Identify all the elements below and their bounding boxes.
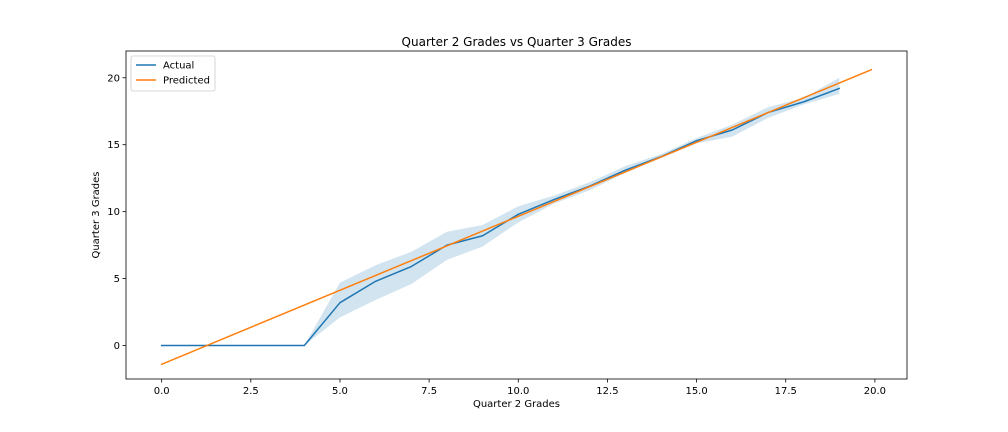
axes-frame bbox=[125, 50, 908, 380]
series-line-actual bbox=[160, 87, 841, 347]
x-tick-label: 7.5 bbox=[421, 386, 437, 397]
series-line-predicted bbox=[160, 68, 873, 366]
x-tick-label: 17.5 bbox=[775, 386, 797, 397]
x-tick-label: 2.5 bbox=[243, 386, 259, 397]
y-axis-ticks: 0 5 10 15 20 bbox=[107, 73, 126, 352]
y-tick-label: 10 bbox=[107, 207, 120, 218]
legend: Actual Predicted bbox=[130, 55, 216, 92]
legend-label-predicted: Predicted bbox=[163, 76, 210, 87]
y-tick-label: 5 bbox=[114, 274, 120, 285]
plot-area bbox=[125, 50, 908, 380]
legend-label-actual: Actual bbox=[163, 61, 194, 72]
y-tick-label: 15 bbox=[107, 140, 120, 151]
chart-title: Quarter 2 Grades vs Quarter 3 Grades bbox=[402, 35, 632, 49]
x-tick-label: 5.0 bbox=[332, 386, 348, 397]
y-tick-label: 20 bbox=[107, 73, 120, 84]
x-tick-label: 0.0 bbox=[154, 386, 170, 397]
series-lines-layer bbox=[160, 68, 873, 366]
x-tick-label: 20.0 bbox=[864, 386, 886, 397]
y-tick-label: 0 bbox=[114, 341, 120, 352]
x-tick-label: 10.0 bbox=[507, 386, 529, 397]
x-tick-label: 15.0 bbox=[685, 386, 707, 397]
x-axis-ticks: 0.0 2.5 5.0 7.5 10.0 12.5 15.0 17.5 20.0 bbox=[154, 379, 886, 397]
x-tick-label: 12.5 bbox=[596, 386, 618, 397]
x-axis-label: Quarter 2 Grades bbox=[473, 399, 560, 410]
y-axis-label: Quarter 3 Grades bbox=[91, 171, 102, 258]
